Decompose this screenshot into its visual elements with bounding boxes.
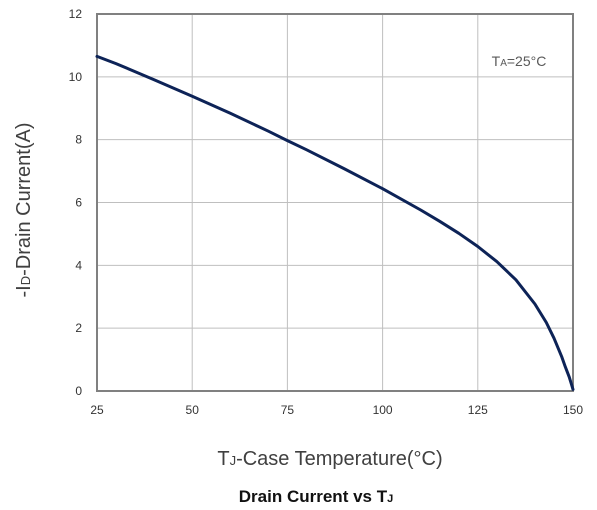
x-tick-label: 75 (281, 403, 295, 417)
y-tick-label: 4 (75, 258, 82, 272)
x-tick-label: 125 (468, 403, 488, 417)
chart-title-main: Drain Current vs T (239, 487, 388, 506)
y-axis-label-subscript: D (18, 276, 33, 285)
y-tick-label: 6 (75, 196, 82, 210)
y-tick-label: 8 (75, 133, 82, 147)
y-tick-label: 0 (75, 384, 82, 398)
y-tick-label: 12 (69, 7, 83, 21)
chart-title-subscript: J (387, 493, 393, 505)
annotation-main: T (492, 53, 501, 69)
series-group (95, 54, 575, 391)
x-axis-label-main: T (217, 448, 229, 470)
x-tick-label: 100 (373, 403, 393, 417)
y-tick-label: 2 (75, 321, 82, 335)
annotation-subscript: A (500, 58, 507, 69)
x-tick-label: 50 (186, 403, 200, 417)
y-axis-label-rest: -Drain Current(A) (13, 123, 35, 276)
grid-lines (96, 13, 574, 392)
plot-area-border (96, 13, 574, 392)
y-tick-label: 10 (69, 70, 83, 84)
annotation-rest: =25°C (507, 53, 546, 69)
y-axis-label: -ID-Drain Current(A) (13, 123, 35, 298)
x-tick-label: 25 (90, 403, 104, 417)
x-tick-label: 150 (563, 403, 583, 417)
y-axis-label-prefix: -I (13, 285, 35, 297)
x-axis-label-subscript: J (230, 453, 237, 468)
y-axis-ticks: 0 2 4 6 8 10 12 (69, 7, 83, 398)
temperature-annotation: TA=25°C (492, 53, 547, 69)
series-line (95, 54, 575, 391)
x-axis-ticks: 25 50 75 100 125 150 (90, 403, 583, 417)
x-axis-label: TJ-Case Temperature(°C) (217, 448, 442, 470)
chart-title: Drain Current vs TJ (239, 487, 393, 506)
x-axis-label-rest: -Case Temperature(°C) (236, 448, 443, 470)
